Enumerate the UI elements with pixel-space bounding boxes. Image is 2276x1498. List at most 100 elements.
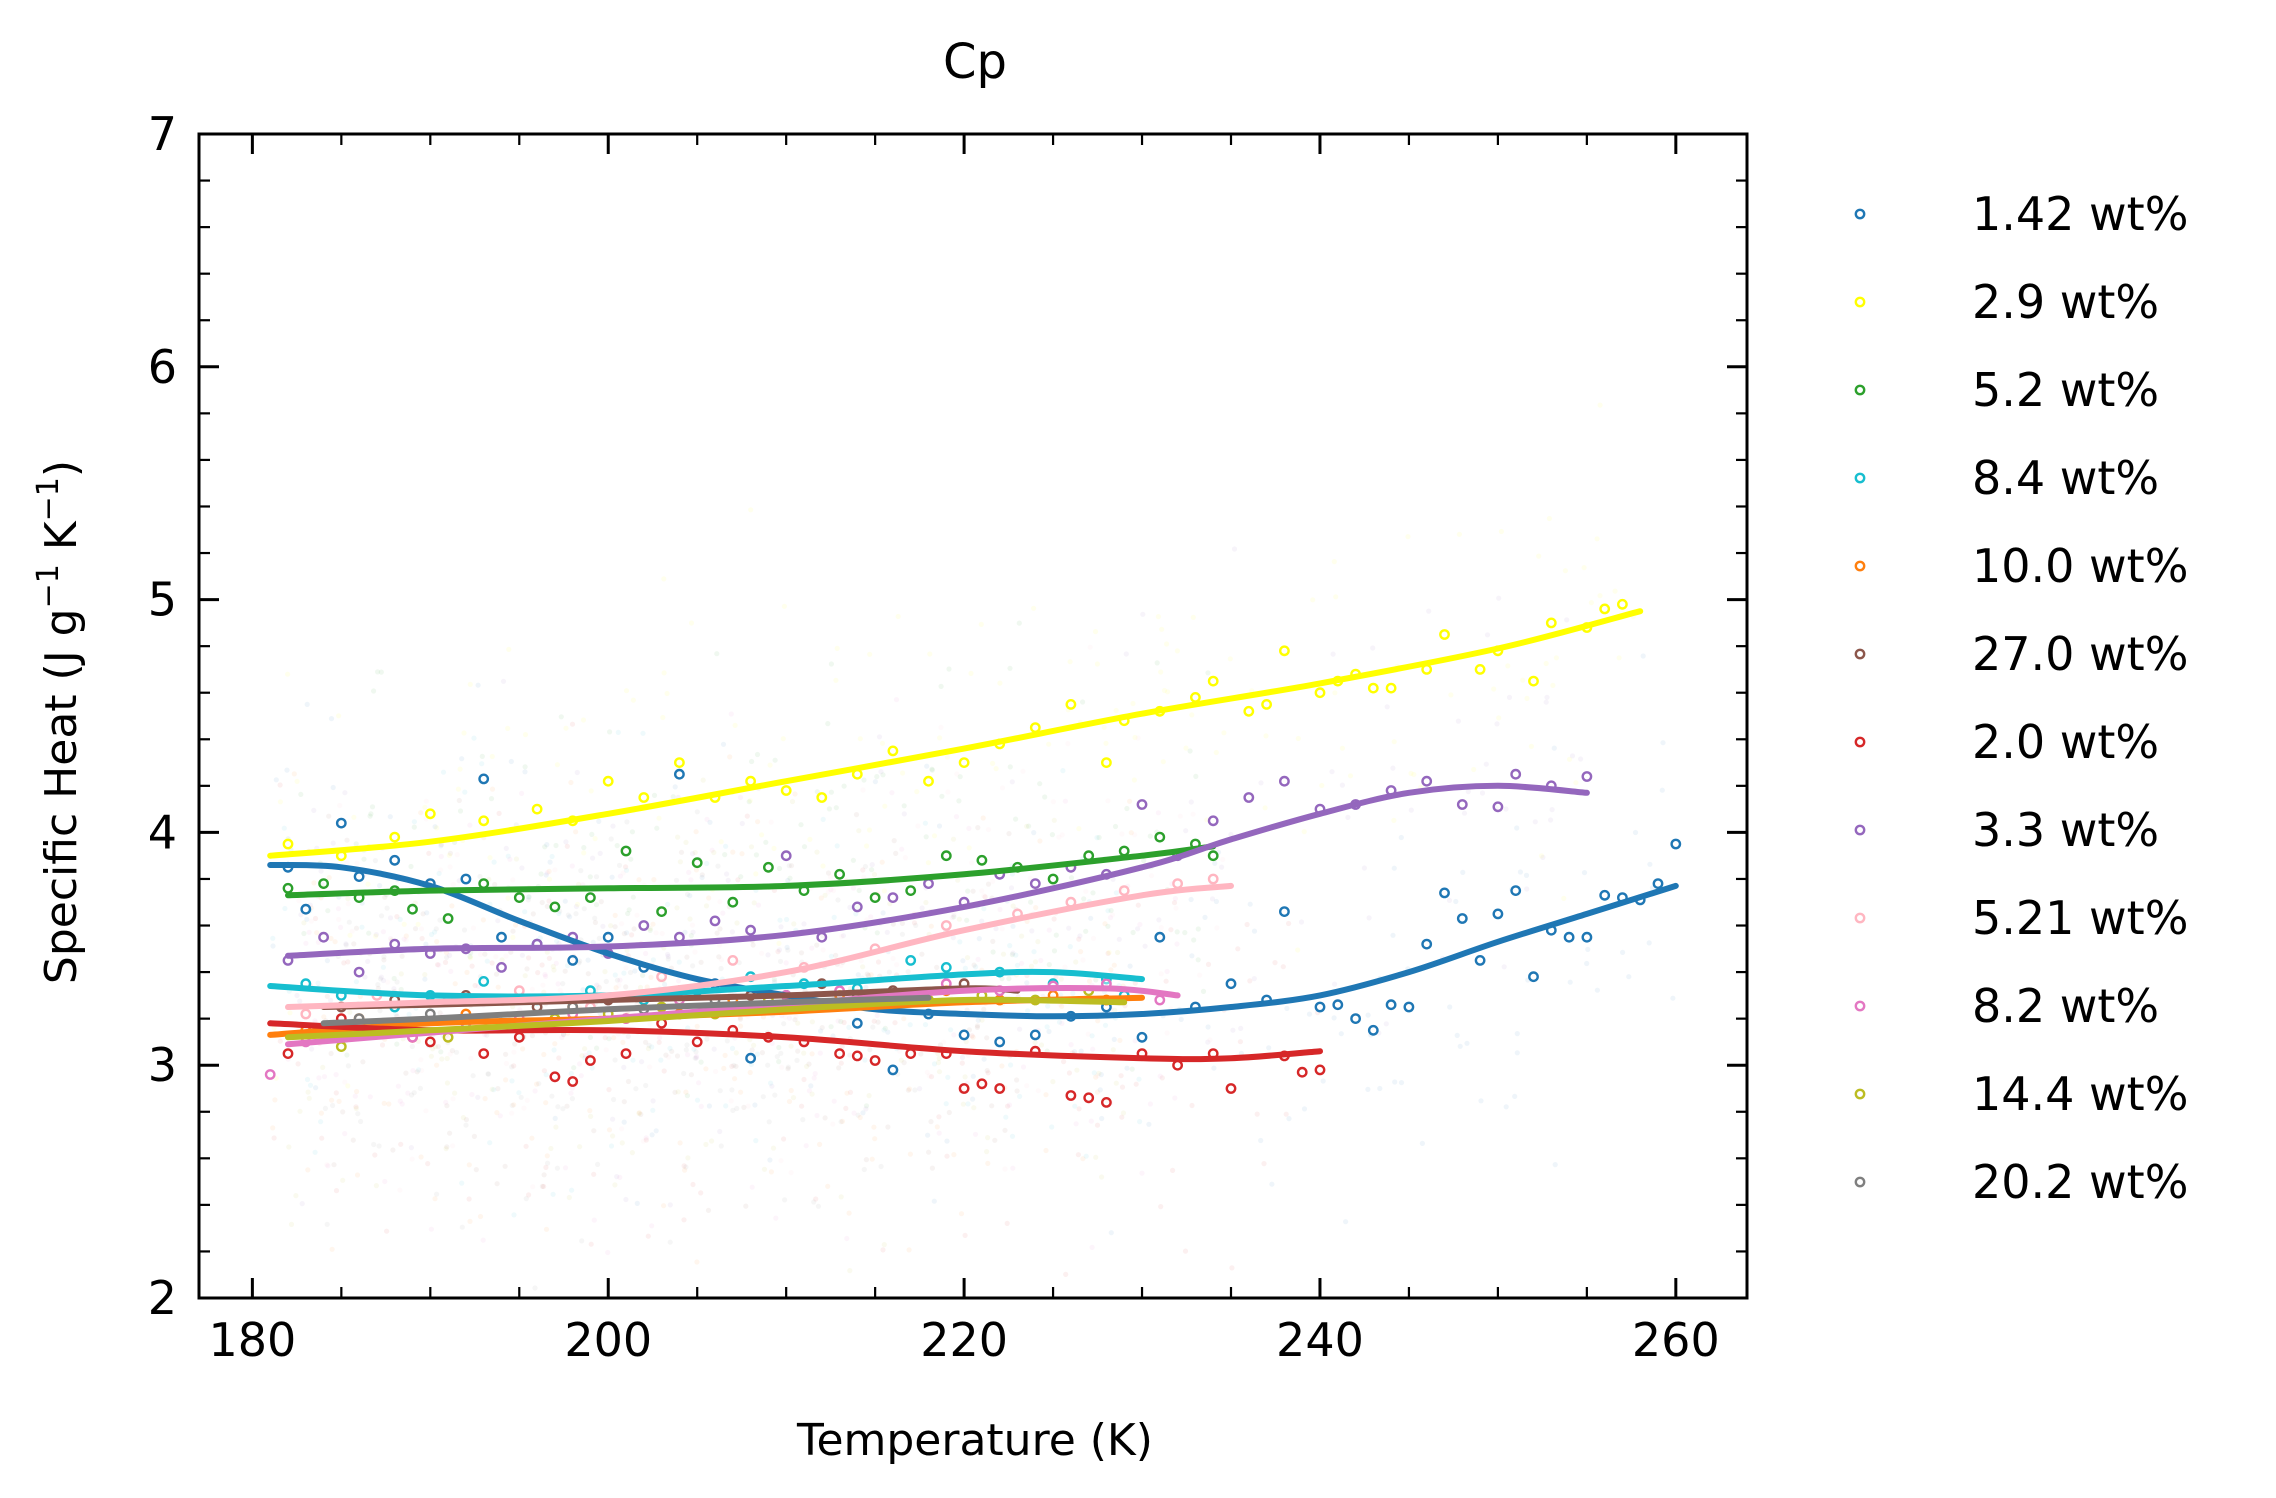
background-dot xyxy=(960,1101,967,1107)
data-point xyxy=(1136,799,1148,810)
background-dot xyxy=(1089,1033,1095,1039)
background-dot xyxy=(312,1018,318,1024)
background-dot xyxy=(475,1094,481,1100)
background-dot xyxy=(807,836,813,843)
background-dot xyxy=(723,843,729,849)
background-dot xyxy=(749,758,755,765)
background-dot xyxy=(937,735,943,741)
background-dot xyxy=(789,798,796,805)
background-dot xyxy=(587,1108,593,1114)
background-dot xyxy=(318,1119,324,1125)
background-dot xyxy=(975,956,981,963)
background-dot xyxy=(562,898,568,904)
background-dot xyxy=(882,803,888,809)
background-dot xyxy=(966,1027,973,1033)
background-dot xyxy=(624,819,630,825)
background-dot xyxy=(748,507,754,513)
background-dot xyxy=(1049,832,1055,838)
background-dot xyxy=(791,921,797,927)
background-dot xyxy=(966,845,972,851)
background-dot xyxy=(629,1150,636,1156)
background-dot xyxy=(398,971,404,977)
background-dot xyxy=(459,1180,465,1186)
background-dot xyxy=(418,1154,424,1160)
background-dot xyxy=(822,1115,828,1121)
background-dot xyxy=(667,1239,673,1245)
background-dot xyxy=(580,987,586,993)
background-dot xyxy=(1361,865,1367,871)
background-dot xyxy=(857,736,863,742)
background-dot xyxy=(1262,805,1268,811)
background-dot xyxy=(672,1089,678,1095)
background-dot xyxy=(636,1110,642,1117)
background-dot xyxy=(1339,745,1345,751)
background-dot xyxy=(444,1080,450,1086)
background-dot xyxy=(479,761,485,767)
background-dot xyxy=(277,799,283,805)
background-dot xyxy=(1142,943,1148,949)
background-dot xyxy=(619,1126,625,1132)
background-dot xyxy=(487,1140,493,1146)
background-dot xyxy=(863,1103,870,1109)
background-dot xyxy=(851,1110,857,1116)
background-dot xyxy=(420,911,426,917)
background-dot xyxy=(419,1067,425,1074)
background-dot xyxy=(463,1117,469,1123)
background-dot xyxy=(461,927,468,933)
background-dot xyxy=(1050,1079,1056,1085)
background-dot xyxy=(549,1093,555,1099)
background-dot xyxy=(297,1108,303,1114)
background-dot xyxy=(447,1051,453,1057)
background-dot xyxy=(771,979,778,985)
background-dot xyxy=(609,874,615,880)
background-dot xyxy=(783,960,789,966)
background-dot xyxy=(479,753,485,760)
background-dot xyxy=(1105,950,1111,957)
background-dot xyxy=(1109,912,1116,918)
background-dot xyxy=(1080,1156,1086,1162)
background-dot xyxy=(1118,1073,1124,1079)
fit-line xyxy=(267,861,1679,1020)
background-dot xyxy=(460,1115,466,1121)
background-dot xyxy=(1205,1039,1211,1045)
background-dot xyxy=(786,1098,793,1105)
background-dot xyxy=(457,808,464,814)
background-dot xyxy=(711,1046,717,1052)
background-dot xyxy=(1031,605,1037,611)
background-dot xyxy=(295,1061,301,1067)
background-dot xyxy=(459,1224,465,1230)
background-dot xyxy=(1174,941,1180,947)
background-dot xyxy=(296,898,302,904)
background-dot xyxy=(1266,1045,1272,1051)
background-dot xyxy=(489,786,496,792)
background-dot xyxy=(882,1025,888,1031)
background-dot xyxy=(1033,905,1039,911)
background-dot xyxy=(1229,1265,1235,1271)
background-dot xyxy=(588,1113,594,1119)
background-dot xyxy=(812,1071,818,1077)
background-dot xyxy=(277,1038,283,1044)
background-dot xyxy=(857,1114,863,1121)
background-dot xyxy=(551,967,557,973)
background-dot xyxy=(814,942,820,948)
background-dot xyxy=(881,888,888,894)
background-dot xyxy=(782,1014,788,1021)
background-dot xyxy=(1119,1084,1126,1090)
background-dot xyxy=(838,1060,844,1066)
background-dot xyxy=(684,1042,690,1048)
background-dot xyxy=(593,902,600,908)
background-dot xyxy=(1131,777,1137,783)
background-dot xyxy=(1008,885,1015,891)
background-dot xyxy=(411,824,417,830)
background-dot xyxy=(1620,949,1626,956)
background-dot xyxy=(503,1051,509,1057)
background-dot xyxy=(663,1052,669,1058)
background-dot xyxy=(378,974,384,980)
background-dot xyxy=(411,819,417,825)
background-dot xyxy=(1170,1167,1176,1173)
background-dot xyxy=(861,1166,867,1173)
background-dot xyxy=(825,721,831,727)
background-dot xyxy=(650,1107,656,1113)
background-dot xyxy=(703,1141,709,1148)
background-dot xyxy=(1137,1119,1143,1125)
